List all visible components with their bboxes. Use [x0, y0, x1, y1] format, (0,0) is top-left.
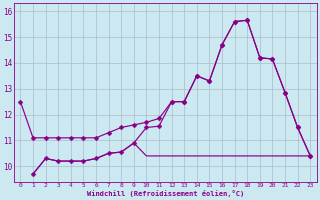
X-axis label: Windchill (Refroidissement éolien,°C): Windchill (Refroidissement éolien,°C): [87, 190, 244, 197]
